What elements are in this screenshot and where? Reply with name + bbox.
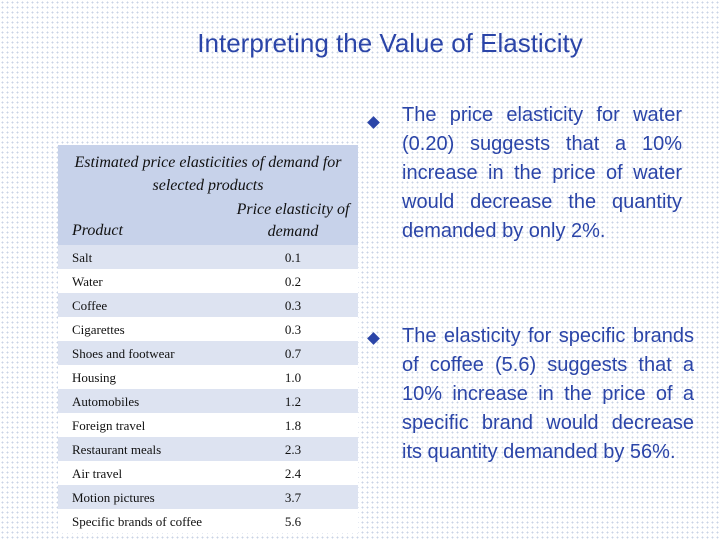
column-header-elasticity: Price elasticity of demand: [236, 201, 350, 240]
elasticity-value: 3.7: [284, 490, 302, 505]
table-row: Automobiles 1.2: [58, 389, 358, 413]
elasticity-value: 1.2: [284, 394, 302, 409]
diamond-bullet-icon: [367, 116, 380, 129]
product-name: Foreign travel: [72, 418, 146, 433]
table-row: Coffee 0.3: [58, 293, 358, 317]
elasticity-value: 0.3: [284, 298, 302, 313]
product-name: Automobiles: [72, 394, 140, 409]
bullet-text-coffee: The elasticity for specific brands of co…: [402, 325, 694, 463]
product-name: Coffee: [72, 298, 108, 313]
elasticity-value: 0.3: [284, 322, 302, 337]
table-body: Salt 0.1 Water 0.2 Coffee 0.3 Cigarettes 0.3 Sho…: [58, 245, 358, 533]
elasticity-value: 2.4: [284, 466, 302, 481]
elasticity-value: 0.1: [284, 250, 302, 265]
table-row: Cigarettes 0.3: [58, 317, 358, 341]
product-name: Air travel: [72, 466, 123, 481]
elasticity-value: 2.3: [284, 442, 302, 457]
elasticity-value: 1.0: [284, 370, 302, 385]
bullet-text-water: The price elasticity for water (0.20) su…: [402, 104, 682, 242]
elasticity-value: 5.6: [284, 514, 302, 529]
table-row: Air travel 2.4: [58, 461, 358, 485]
product-name: Motion pictures: [72, 490, 155, 505]
table-row: Motion pictures 3.7: [58, 485, 358, 509]
table-caption: Estimated price elasticities of demand f…: [74, 154, 342, 194]
page-title: Interpreting the Value of Elasticity: [197, 28, 583, 58]
diamond-bullet-icon: [367, 332, 380, 345]
table-row: Shoes and footwear 0.7: [58, 341, 358, 365]
elasticity-value: 0.7: [284, 346, 302, 361]
table-row: Restaurant meals 2.3: [58, 437, 358, 461]
product-name: Shoes and footwear: [72, 346, 175, 361]
table-header: Estimated price elasticities of demand f…: [58, 145, 358, 245]
table-row: Salt 0.1: [58, 245, 358, 269]
elasticity-value: 1.8: [284, 418, 302, 433]
product-name: Cigarettes: [72, 322, 125, 337]
product-name: Housing: [72, 370, 117, 385]
product-name: Specific brands of coffee: [72, 514, 203, 529]
table-row: Specific brands of coffee 5.6: [58, 509, 358, 533]
product-name: Water: [72, 274, 103, 289]
product-name: Restaurant meals: [72, 442, 162, 457]
table-row: Foreign travel 1.8: [58, 413, 358, 437]
elasticity-table: Estimated price elasticities of demand f…: [58, 145, 358, 533]
elasticity-value: 0.2: [284, 274, 302, 289]
table-row: Housing 1.0: [58, 365, 358, 389]
column-header-product: Product: [72, 222, 123, 239]
product-name: Salt: [72, 250, 93, 265]
table-row: Water 0.2: [58, 269, 358, 293]
